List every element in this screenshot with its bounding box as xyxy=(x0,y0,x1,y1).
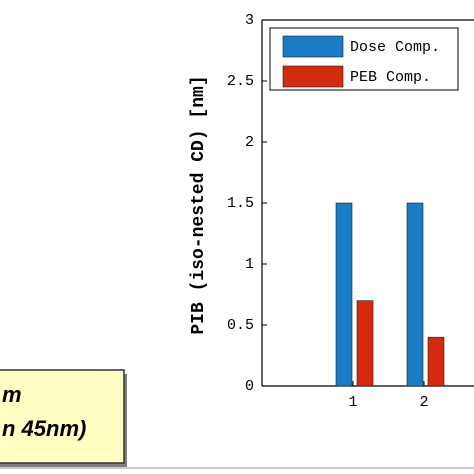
legend-swatch xyxy=(282,65,344,88)
y-tick-label: 0.5 xyxy=(227,317,254,334)
y-tick-label: 2 xyxy=(245,134,254,151)
y-tick-label: 0 xyxy=(245,378,254,395)
note-box xyxy=(0,369,125,464)
legend-swatch xyxy=(282,35,344,58)
y-tick-label: 1 xyxy=(245,256,254,273)
bar xyxy=(356,300,374,387)
x-tick-label: 1 xyxy=(348,394,357,411)
legend-label: PEB Comp. xyxy=(350,69,431,86)
legend-label: Dose Comp. xyxy=(350,39,440,56)
note-line: m xyxy=(2,382,22,407)
y-axis-label: PIB (iso-nested CD) [nm] xyxy=(189,75,209,334)
y-tick-label: 1.5 xyxy=(227,195,254,212)
y-tick-label: 3 xyxy=(245,12,254,29)
y-tick-label: 2.5 xyxy=(227,73,254,90)
bar xyxy=(335,202,353,387)
note-line: n 45nm) xyxy=(2,416,86,441)
bar xyxy=(406,202,424,387)
bar xyxy=(427,336,445,387)
x-tick-label: 2 xyxy=(419,394,428,411)
